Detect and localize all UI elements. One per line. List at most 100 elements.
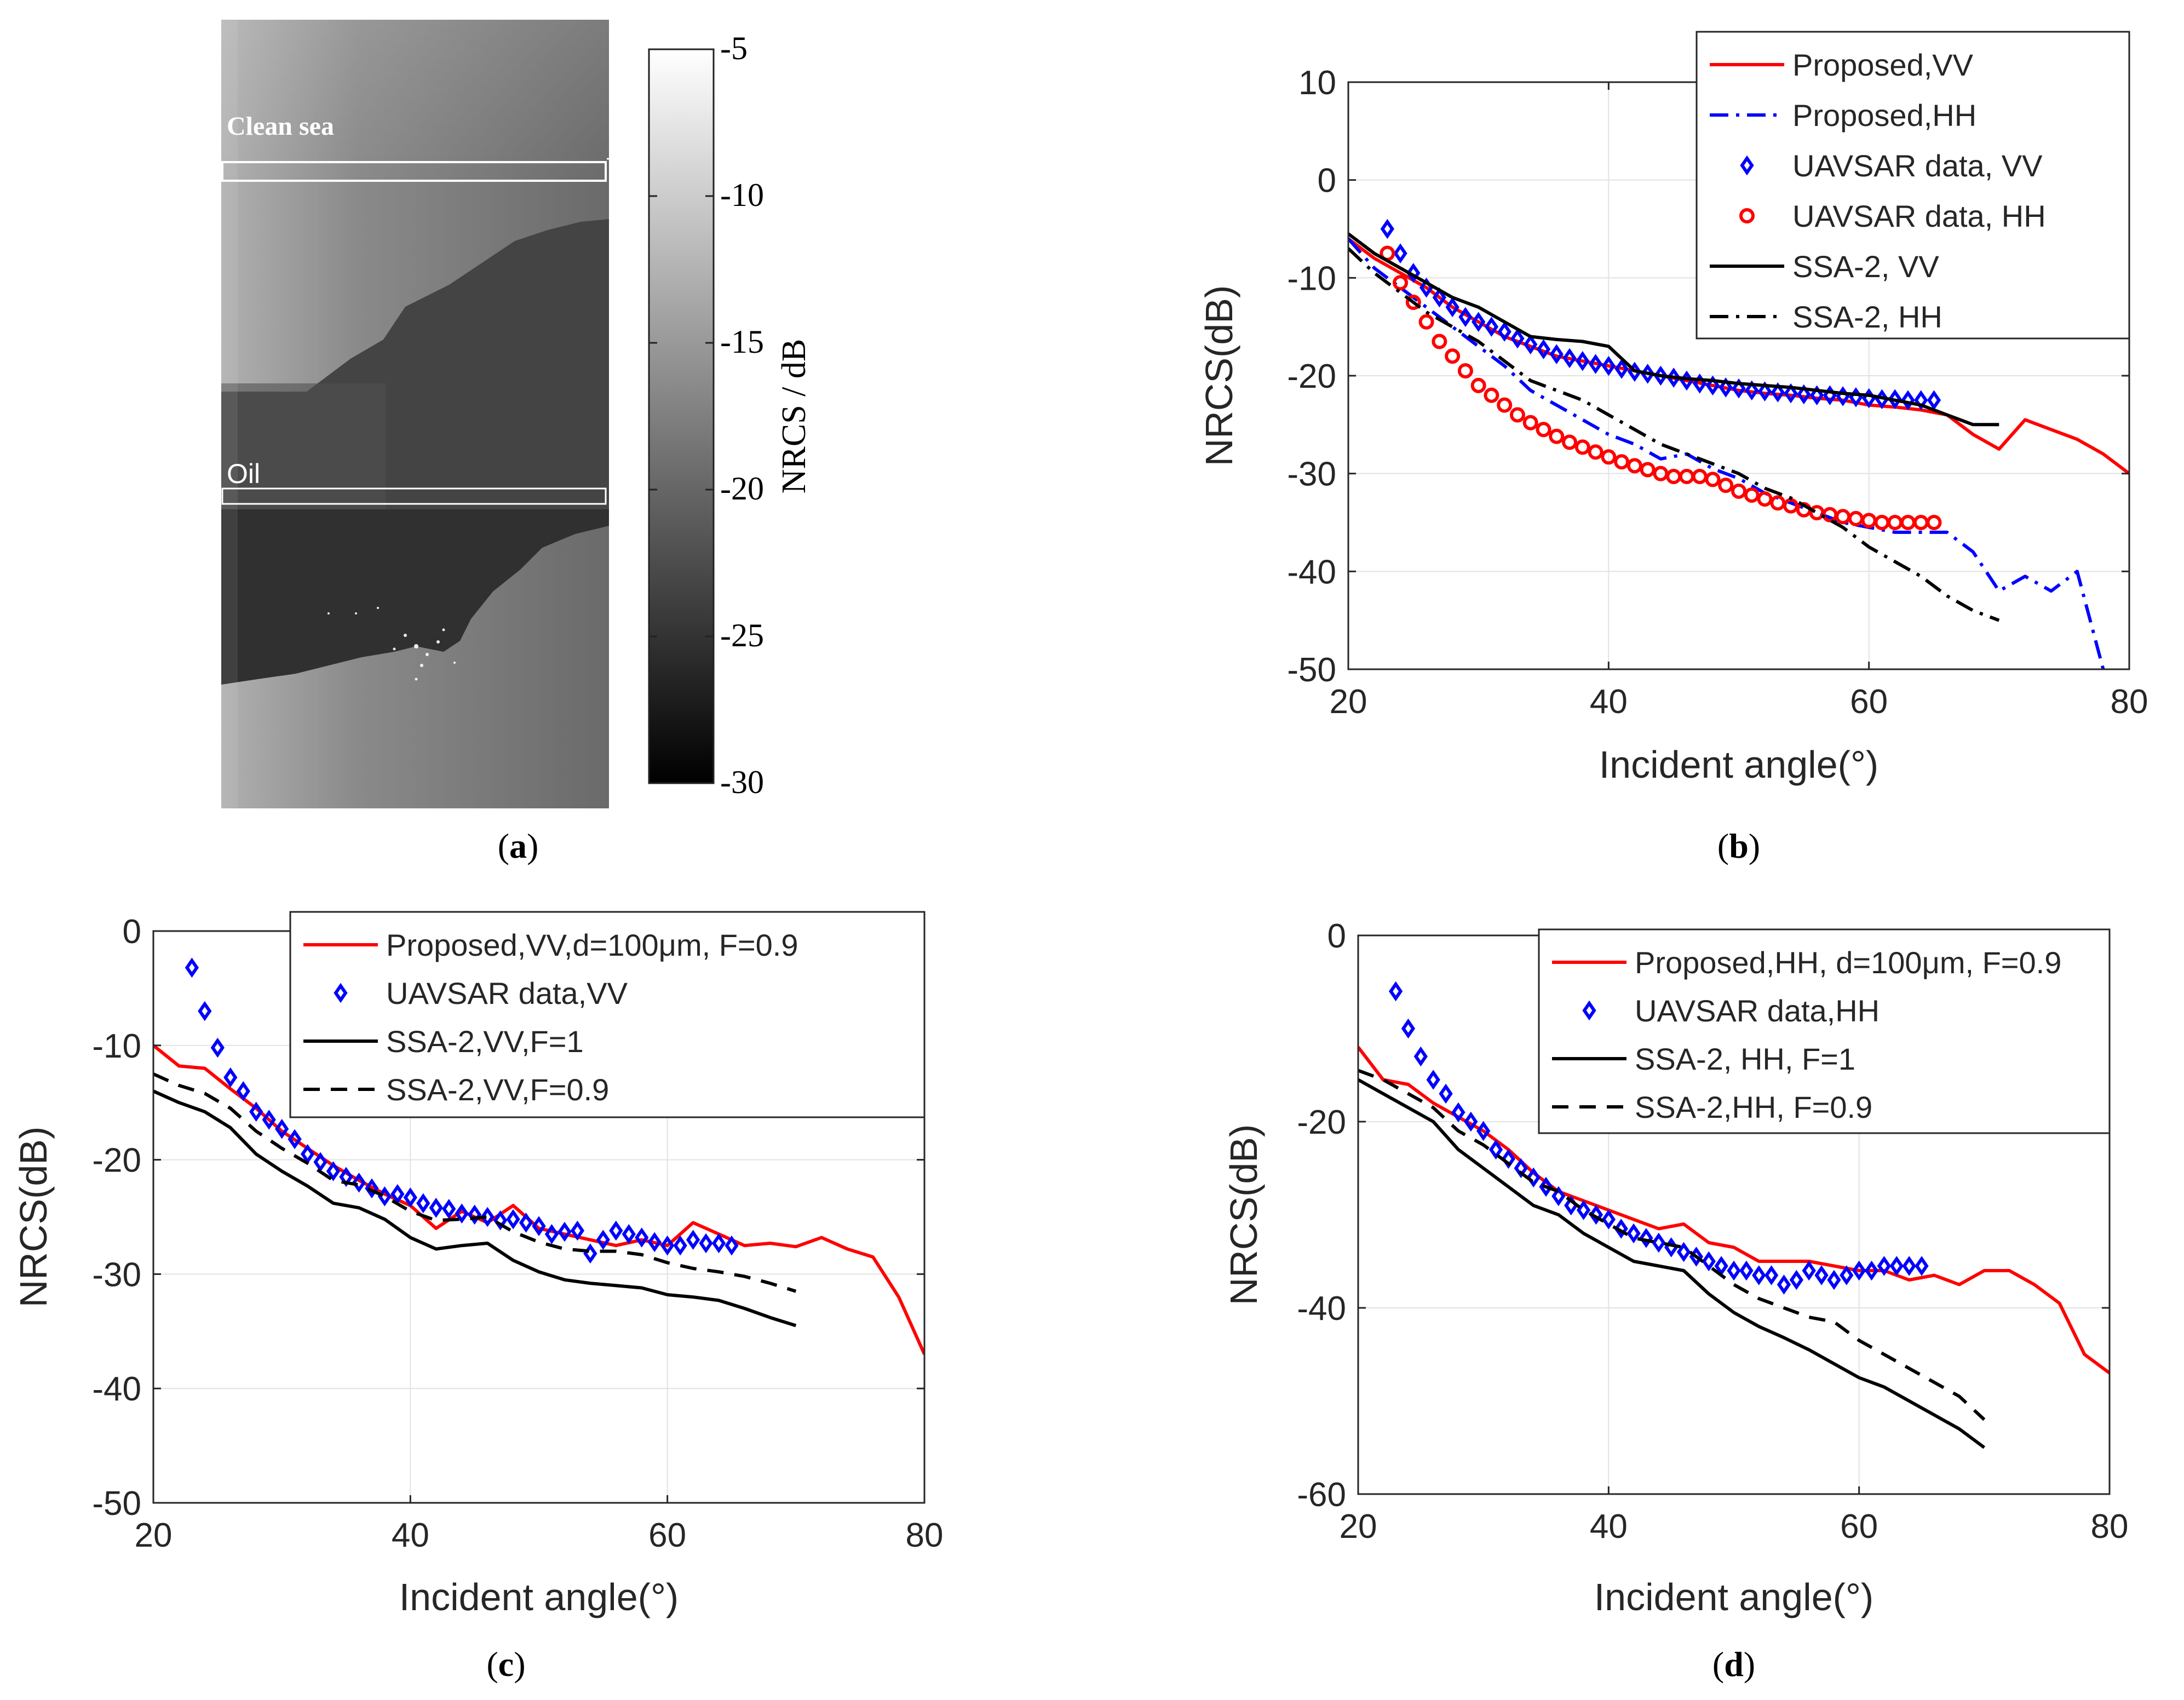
x-axis-label: Incident angle(°) [1599,743,1879,786]
series-1-point [1526,1167,1541,1188]
chart-c: 20 40 60 80 0 -10 -20 -30 -40 -50 Incident angle(°… [12,911,944,1684]
series-2-point [1472,312,1486,332]
y-axis-label: NRCS(dB) [1198,285,1240,467]
series-group [1358,981,2110,1449]
series-1-point [558,1221,572,1242]
series-2-point [1497,321,1511,342]
legend-swatch [1740,155,1754,176]
colorbar-tick: -30 [720,764,764,800]
series-1-point [647,1232,662,1253]
series-2-point [1797,384,1811,405]
series-1-point [1601,1209,1616,1230]
series-1-point [1889,1256,1904,1276]
series-2-point [1901,390,1915,410]
x-tick-label: 40 [1590,1508,1628,1546]
legend-label: Proposed,VV [1792,48,1974,82]
series-1-point [352,1173,366,1193]
y-tick-label: -20 [1287,358,1336,395]
series-1-point [390,1184,405,1204]
series-3-point [1718,478,1734,493]
series-2-point [1888,389,1902,410]
series-2-line [1358,1078,1986,1449]
series-2-point [1549,344,1564,364]
series-1-point [570,1220,585,1241]
legend-swatch [334,983,348,1003]
series-1-point [1864,1260,1879,1281]
series-1-line [1348,237,2105,669]
x-tick-label: 60 [1840,1508,1878,1546]
series-3-point [1484,387,1499,403]
series-1-point [403,1187,417,1208]
series-1-point [725,1235,739,1256]
series-2-point [1524,334,1538,355]
oil-label: Oil [227,458,260,489]
series-2-point [1432,287,1447,308]
series-1-point [416,1193,430,1214]
series-2-point [1576,351,1590,371]
series-2-point [1614,359,1629,379]
colorbar: -5 -10 -15 -20 -25 -30 NRCS / dB [648,30,813,800]
series-2-point [1732,378,1746,399]
series-1-point [468,1204,482,1225]
series-3-point [1445,348,1461,364]
x-tick-label: 80 [2111,683,2148,721]
series-1-point [455,1203,469,1224]
series-1-point [288,1129,302,1150]
x-tick-label: 80 [906,1517,944,1554]
y-axis-label: NRCS(dB) [12,1127,55,1308]
series-1-point [313,1152,327,1173]
series-0-line [153,1044,924,1355]
series-1-point [300,1144,315,1164]
series-1-point [1639,1228,1653,1248]
series-1-point [1589,1204,1603,1225]
series-3-point [1731,483,1746,499]
series-1-point [442,1199,456,1219]
series-1-point [1727,1260,1741,1281]
series-2-point [1393,243,1407,263]
series-1-point [1877,1256,1892,1276]
legend-label: UAVSAR data,HH [1635,993,1880,1028]
series-1-point [699,1233,713,1254]
legend-label: SSA-2, VV [1792,249,1939,284]
series-2-point [1757,381,1772,401]
legend-label: UAVSAR data, VV [1792,148,2043,183]
series-3-point [1470,377,1486,393]
y-axis-label: NRCS(dB) [1222,1124,1265,1306]
series-3-point [1457,363,1473,379]
series-1-point [1539,1176,1553,1197]
series-2-point [1745,380,1759,401]
series-1-point [1551,1186,1566,1207]
series-1-point [1915,1256,1929,1276]
series-3-point [1601,449,1617,465]
panel-a-sar-image: Clean sea Oil [221,20,609,808]
oil-box [221,487,607,505]
legend-swatch [1582,1000,1596,1021]
series-1-point [1814,1265,1829,1285]
series-3-point [1562,434,1578,450]
series-1-point [326,1161,341,1181]
colorbar-label: NRCS / dB [775,339,813,494]
series-2-point [1562,348,1577,369]
series-0-line [1358,1046,2110,1375]
series-5-line [1348,247,2000,622]
y-tick-label: -40 [1287,553,1336,591]
series-3-line [153,1072,797,1293]
series-1-point [1902,1256,1916,1276]
y-tick-label: 10 [1298,64,1336,102]
legend-label: UAVSAR data,VV [386,976,628,1010]
series-1-point [544,1224,559,1244]
series-3-point [1640,462,1656,478]
x-tick-label: 40 [392,1517,429,1554]
series-0-line [1348,237,2129,475]
series-1-point [1426,1070,1440,1090]
x-tick-label: 40 [1590,683,1628,721]
legend-label: SSA-2,VV,F=0.9 [386,1072,609,1107]
y-tick-label: 0 [123,913,141,951]
y-tick-label: -10 [1287,260,1336,297]
series-3-line [1358,1069,1986,1421]
series-1-point [1451,1102,1465,1123]
colorbar-tick: -5 [720,30,748,66]
legend-label: Proposed,HH [1792,98,1976,133]
x-tick-label: 20 [1330,683,1367,721]
